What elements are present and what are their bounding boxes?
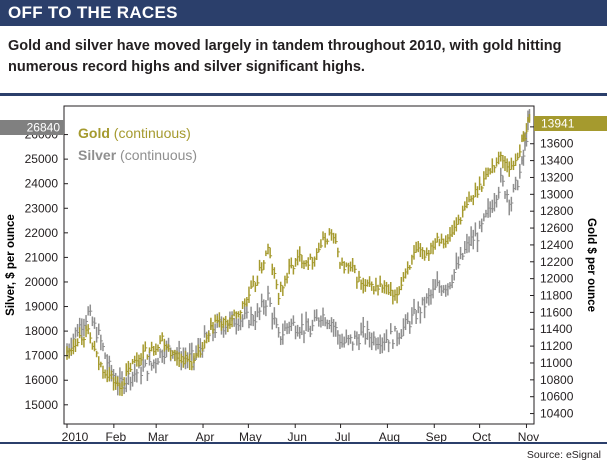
y-right-tick-label: 12600 (540, 221, 574, 235)
y-right-tick-label: 11600 (540, 305, 573, 319)
last-value-right: 13941 (541, 117, 575, 131)
chart-title: OFF TO THE RACES (8, 3, 178, 22)
legend-silver: Silver (continuous) (78, 147, 197, 163)
x-tick-label: Sep (426, 430, 448, 442)
y-right-tick-label: 12200 (540, 255, 574, 269)
y-right-tick-label: 13400 (540, 154, 574, 168)
legend-silver-name: Silver (78, 147, 117, 163)
y-axis-label-left: Silver, $ per ounce (5, 214, 17, 316)
title-bar: OFF TO THE RACES (0, 0, 607, 26)
y-right-tick-label: 13600 (540, 137, 574, 151)
y-right-tick-label: 11400 (540, 322, 573, 336)
last-value-tag-left: 26840 (0, 120, 64, 135)
x-tick-label: Aug (379, 430, 400, 442)
x-tick-label: Feb (106, 430, 127, 442)
gold-series (66, 114, 531, 397)
x-tick-label: Nov (518, 430, 539, 442)
y-left-tick-label: 15000 (25, 398, 59, 412)
y-right-tick-label: 12400 (540, 238, 574, 252)
y-right-tick-label: 10400 (540, 407, 574, 421)
top-rule (0, 93, 607, 96)
y-left-tick-label: 21000 (25, 250, 59, 264)
y-left-tick-label: 23000 (25, 201, 59, 215)
y-right-tick-label: 11200 (540, 339, 573, 353)
last-value-left: 26840 (27, 121, 61, 135)
y-left-tick-label: 20000 (25, 275, 59, 289)
y-left-tick-label: 17000 (25, 349, 59, 363)
y-right-tick-label: 13200 (540, 170, 574, 184)
last-value-tag-right: 13941 (534, 116, 607, 131)
y-right-tick-label: 11000 (540, 356, 573, 370)
y-right-tick-label: 10800 (540, 373, 574, 387)
y-left-tick-label: 18000 (25, 324, 59, 338)
y-right-tick-label: 10600 (540, 390, 574, 404)
legend-gold: Gold (continuous) (78, 125, 191, 141)
y-right-tick-label: 12800 (540, 204, 574, 218)
x-tick-label: May (239, 430, 262, 442)
x-tick-label: 2010 (62, 430, 89, 442)
axis-ticks: 2010 Feb Mar Apr May Jun Jul Aug Sep Oct Nov 15000 1… (25, 120, 574, 442)
last-value-tag-left-bg (0, 120, 64, 135)
legend-gold-note: (continuous) (110, 125, 191, 141)
y-right-tick-label: 12000 (540, 272, 574, 286)
legend-gold-name: Gold (78, 125, 110, 141)
y-left-tick-label: 24000 (25, 177, 59, 191)
y-left-tick-label: 25000 (25, 152, 59, 166)
y-right-tick-label: 13000 (540, 187, 574, 201)
chart: 2010 Feb Mar Apr May Jun Jul Aug Sep Oct Nov 15000 1… (0, 105, 607, 442)
y-axis-label-right: Gold $ per ounce (585, 218, 597, 312)
y-left-tick-label: 22000 (25, 226, 59, 240)
bottom-rule (0, 442, 607, 444)
source-note: Source: eSignal (526, 449, 601, 461)
x-tick-label: Mar (148, 430, 169, 442)
x-tick-label: Jun (288, 430, 307, 442)
x-tick-label: Oct (472, 430, 491, 442)
x-tick-label: Apr (196, 430, 215, 442)
x-tick-label: Jul (335, 430, 350, 442)
chart-subtitle: Gold and silver have moved largely in ta… (8, 38, 562, 75)
last-value-tag-right-bg (534, 116, 607, 131)
y-right-tick-label: 11800 (540, 289, 573, 303)
y-left-tick-label: 19000 (25, 300, 59, 314)
legend-silver-note: (continuous) (116, 147, 197, 163)
y-left-tick-label: 16000 (25, 373, 59, 387)
